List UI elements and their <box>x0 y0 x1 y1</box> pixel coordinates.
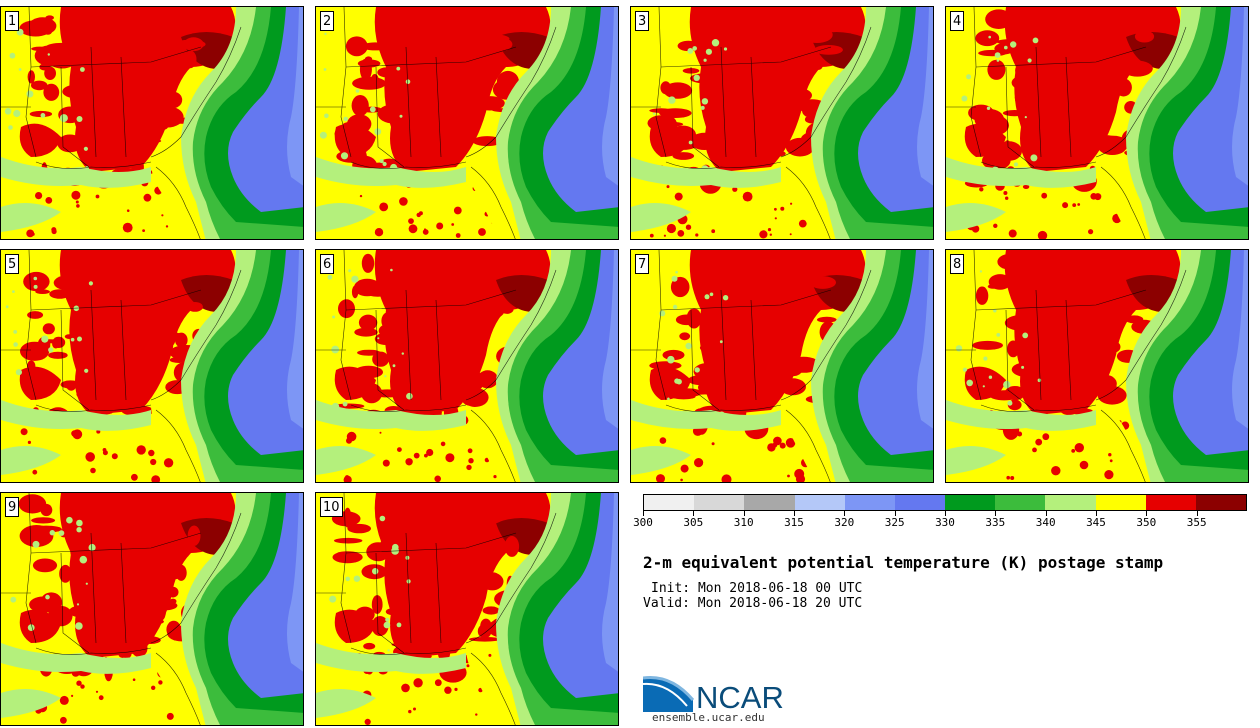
valid-time: Valid: Mon 2018-06-18 20 UTC <box>643 596 863 611</box>
colorbar-tick-label: 300 <box>633 516 653 529</box>
colorbar-segment <box>945 495 996 510</box>
ensemble-member-map <box>631 250 933 482</box>
figure-title: 2-m equivalent potential temperature (K)… <box>643 553 1164 572</box>
postage-stamp-panel: 2 <box>315 6 619 240</box>
colorbar-tick <box>995 511 997 516</box>
colorbar-tick-label: 325 <box>884 516 905 529</box>
colorbar-tick-label: 315 <box>784 516 804 529</box>
panel-number: 8 <box>950 254 965 274</box>
ncar-logo-text: NCAR <box>696 680 784 715</box>
postage-stamp-panel: 7 <box>630 249 934 483</box>
colorbar-segment <box>644 495 695 510</box>
panel-number: 6 <box>320 254 335 274</box>
panel-number: 10 <box>320 497 343 517</box>
colorbar-ticks: 300 305 310 315 320 325 330 335 340 345 350 355 <box>633 511 1247 533</box>
colorbar-tick-label: 310 <box>733 516 754 529</box>
colorbar-tick <box>1146 511 1148 516</box>
panel-number: 9 <box>5 497 20 517</box>
panel-number: 4 <box>950 11 965 31</box>
colorbar-segment <box>844 495 895 510</box>
colorbar-segment <box>894 495 946 510</box>
panel-number: 7 <box>635 254 650 274</box>
postage-stamp-panel: 8 <box>945 249 1249 483</box>
ensemble-member-map <box>1 493 303 725</box>
colorbar-tick <box>743 511 745 516</box>
colorbar-tick <box>844 511 846 516</box>
panel-number: 2 <box>320 11 335 31</box>
colorbar-segment <box>744 495 795 510</box>
ensemble-member-map <box>316 7 618 239</box>
postage-stamp-panel: 1 <box>0 6 304 240</box>
colorbar-segment <box>1145 495 1196 510</box>
colorbar-tick-label: 335 <box>985 516 1006 529</box>
colorbar-segment <box>1195 495 1247 510</box>
site-url: ensemble.ucar.edu <box>652 711 765 724</box>
colorbar-segment <box>794 495 845 510</box>
panel-number: 5 <box>5 254 20 274</box>
ncar-logo-icon <box>643 675 695 712</box>
postage-stamp-panel: 3 <box>630 6 934 240</box>
colorbar-tick-label: 330 <box>935 516 955 529</box>
colorbar-tick-label: 340 <box>1035 516 1056 529</box>
colorbar-tick <box>643 511 644 516</box>
colorbar-tick-label: 320 <box>834 516 855 529</box>
colorbar <box>643 494 1247 511</box>
panel-number: 1 <box>5 11 20 31</box>
colorbar-segment <box>995 495 1046 510</box>
init-time: Init: Mon 2018-06-18 00 UTC <box>651 581 863 596</box>
ensemble-member-map <box>631 7 933 239</box>
ensemble-member-map <box>946 250 1248 482</box>
postage-stamp-panel: 5 <box>0 249 304 483</box>
ensemble-member-map <box>946 7 1248 239</box>
postage-stamp-panel: 9 <box>0 492 304 726</box>
colorbar-tick-label: 345 <box>1086 516 1106 529</box>
colorbar-tick <box>1196 511 1198 516</box>
colorbar-tick-label: 305 <box>683 516 704 529</box>
ensemble-member-map <box>316 493 618 725</box>
ensemble-member-map <box>1 250 303 482</box>
colorbar-tick <box>945 511 946 516</box>
colorbar-tick <box>1045 511 1047 516</box>
colorbar-segment <box>694 495 745 510</box>
colorbar-segment <box>1045 495 1096 510</box>
colorbar-tick-label: 355 <box>1186 516 1207 529</box>
ensemble-member-map <box>1 7 303 239</box>
colorbar-tick <box>1096 511 1097 516</box>
colorbar-tick <box>894 511 896 516</box>
postage-stamp-panel: 6 <box>315 249 619 483</box>
colorbar-tick <box>794 511 795 516</box>
postage-stamp-panel: 10 <box>315 492 619 726</box>
panel-number: 3 <box>635 11 650 31</box>
colorbar-tick-label: 350 <box>1136 516 1157 529</box>
ensemble-member-map <box>316 250 618 482</box>
colorbar-segment <box>1095 495 1146 510</box>
postage-stamp-panel: 4 <box>945 6 1249 240</box>
colorbar-tick <box>693 511 695 516</box>
